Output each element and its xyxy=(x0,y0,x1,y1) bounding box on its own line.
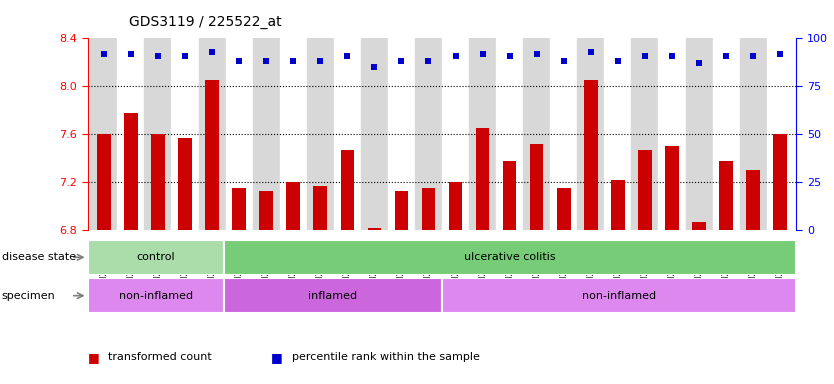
Bar xyxy=(584,80,598,384)
Bar xyxy=(766,38,794,230)
Point xyxy=(314,58,327,65)
Point xyxy=(449,53,462,59)
Bar xyxy=(368,228,381,384)
Point xyxy=(503,53,516,59)
Bar xyxy=(225,38,253,230)
Text: inflamed: inflamed xyxy=(309,291,358,301)
Bar xyxy=(422,189,435,384)
Point xyxy=(720,53,733,59)
Point xyxy=(638,53,651,59)
Text: non-inflamed: non-inflamed xyxy=(118,291,193,301)
Bar xyxy=(279,38,307,230)
Bar xyxy=(476,128,490,384)
Point xyxy=(233,58,246,65)
Text: disease state: disease state xyxy=(2,252,76,262)
Point xyxy=(394,58,408,65)
Point xyxy=(259,58,273,65)
Bar xyxy=(577,38,605,230)
Bar xyxy=(720,161,733,384)
Bar xyxy=(659,38,686,230)
Bar xyxy=(415,38,442,230)
Point xyxy=(124,51,138,57)
Bar xyxy=(712,38,740,230)
Bar xyxy=(334,38,361,230)
Point xyxy=(584,49,597,55)
Text: control: control xyxy=(137,252,175,262)
Bar xyxy=(361,38,388,230)
Bar xyxy=(259,191,273,384)
Bar xyxy=(740,38,766,230)
Bar xyxy=(286,182,300,384)
Point xyxy=(368,64,381,70)
Point xyxy=(476,51,490,57)
Bar xyxy=(746,170,760,384)
Text: GDS3119 / 225522_at: GDS3119 / 225522_at xyxy=(129,15,282,29)
Bar xyxy=(631,38,659,230)
Bar xyxy=(388,38,415,230)
Bar xyxy=(550,38,577,230)
Bar xyxy=(88,240,224,275)
Bar xyxy=(686,38,712,230)
Bar xyxy=(496,38,523,230)
Point xyxy=(97,51,110,57)
Point xyxy=(422,58,435,65)
Bar xyxy=(442,278,796,313)
Text: percentile rank within the sample: percentile rank within the sample xyxy=(292,352,480,362)
Text: non-inflamed: non-inflamed xyxy=(582,291,656,301)
Bar xyxy=(523,38,550,230)
Bar xyxy=(605,38,631,230)
Bar xyxy=(144,38,172,230)
Bar xyxy=(773,134,787,384)
Bar xyxy=(611,180,625,384)
Point xyxy=(611,58,625,65)
Bar xyxy=(224,278,442,313)
Text: transformed count: transformed count xyxy=(108,352,212,362)
Bar xyxy=(307,38,334,230)
Bar xyxy=(340,150,354,384)
Bar xyxy=(118,38,144,230)
Bar xyxy=(314,186,327,384)
Bar xyxy=(666,146,679,384)
Text: ■: ■ xyxy=(271,351,283,364)
Bar xyxy=(172,38,198,230)
Bar xyxy=(151,134,164,384)
Bar xyxy=(530,144,544,384)
Bar xyxy=(557,189,570,384)
Bar xyxy=(253,38,279,230)
Bar xyxy=(88,278,224,313)
Bar xyxy=(233,189,246,384)
Bar xyxy=(692,222,706,384)
Bar xyxy=(124,113,138,384)
Bar xyxy=(90,38,118,230)
Bar xyxy=(442,38,469,230)
Point xyxy=(692,60,706,66)
Text: specimen: specimen xyxy=(2,291,55,301)
Text: ulcerative colitis: ulcerative colitis xyxy=(465,252,556,262)
Bar xyxy=(503,161,516,384)
Bar xyxy=(178,138,192,384)
Point xyxy=(557,58,570,65)
Point xyxy=(774,51,787,57)
Bar xyxy=(97,134,111,384)
Text: ■: ■ xyxy=(88,351,99,364)
Bar xyxy=(469,38,496,230)
Bar xyxy=(449,182,462,384)
Point xyxy=(205,49,219,55)
Point xyxy=(666,53,679,59)
Point xyxy=(340,53,354,59)
Bar xyxy=(198,38,225,230)
Point xyxy=(151,53,164,59)
Point xyxy=(746,53,760,59)
Point xyxy=(530,51,544,57)
Bar xyxy=(224,240,796,275)
Bar xyxy=(205,80,219,384)
Point xyxy=(287,58,300,65)
Bar xyxy=(638,150,651,384)
Point xyxy=(178,53,192,59)
Bar xyxy=(394,191,408,384)
